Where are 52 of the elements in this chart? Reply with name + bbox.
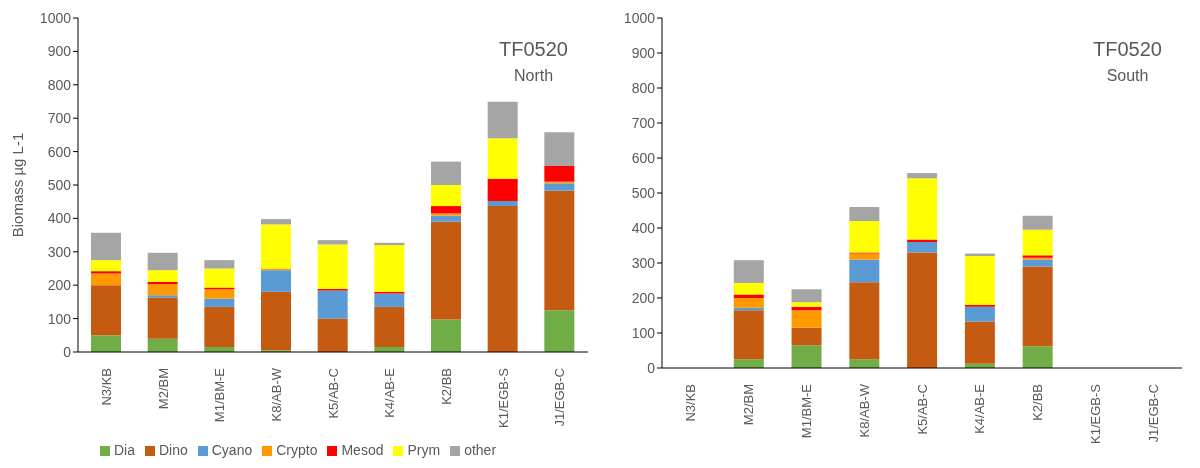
y-tick-label: 0	[647, 359, 656, 376]
x-tick-label: M1/BM-E	[212, 367, 228, 423]
x-tick-label: K2/BB	[438, 368, 454, 405]
y-tick-label: 400	[47, 210, 72, 227]
legend-label: Crypto	[276, 442, 318, 458]
y-tick-label: 700	[631, 114, 656, 131]
y-tick-label: 100	[47, 310, 72, 327]
x-tick-label: M1/BM-E	[798, 383, 814, 439]
y-tick-label: 800	[631, 79, 656, 96]
x-tick-label: N3/KB	[683, 384, 699, 422]
y-tick-label: 700	[47, 110, 72, 127]
y-tick-label: 900	[47, 43, 72, 60]
y-tick-label: 300	[47, 243, 72, 260]
x-tick-label: K1/EGB-S	[1087, 383, 1103, 444]
x-tick-label: K4/AB-E	[382, 367, 398, 418]
legend-label: Cyano	[211, 442, 253, 458]
y-tick-label: 500	[631, 184, 656, 201]
y-axis-title: Biomass µg L-1	[9, 132, 27, 238]
y-tick-label: 0	[63, 343, 72, 360]
x-tick-label: J1/EGB-C	[1145, 384, 1161, 443]
y-tick-label: 200	[631, 289, 656, 306]
legend-label: Dino	[158, 442, 188, 458]
x-tick-label: K8/AB-W	[268, 367, 284, 422]
y-tick-label: 300	[631, 254, 656, 271]
annotation: South	[1105, 67, 1150, 85]
legend-label: Mesod	[341, 442, 384, 458]
annotation: TF0520	[1093, 38, 1162, 61]
y-tick-label: 600	[47, 143, 72, 160]
y-tick-label: 1000	[39, 9, 72, 26]
annotation: North	[512, 67, 555, 85]
legend-label: Dia	[113, 442, 135, 458]
x-tick-label: K5/AB-C	[914, 384, 930, 435]
y-tick-label: 900	[631, 44, 656, 61]
x-tick-label: J1/EGB-C	[552, 368, 568, 427]
x-tick-label: K2/BB	[1030, 384, 1046, 421]
y-tick-label: 600	[631, 149, 656, 166]
legend-label: other	[464, 442, 497, 458]
x-tick-label: K5/AB-C	[325, 368, 341, 419]
x-tick-label: M2/BM	[741, 384, 757, 426]
x-tick-label: K1/EGB-S	[495, 367, 511, 428]
y-tick-label: 800	[47, 76, 72, 93]
x-tick-label: N3/KB	[98, 368, 114, 406]
y-tick-label: 1000	[623, 9, 656, 26]
y-tick-label: 400	[631, 219, 656, 236]
y-tick-label: 500	[47, 176, 72, 193]
x-tick-label: K8/AB-W	[856, 383, 872, 438]
annotation: TF0520	[499, 38, 568, 61]
y-tick-label: 200	[47, 277, 72, 294]
x-tick-label: K4/AB-E	[972, 383, 988, 434]
y-tick-label: 100	[631, 324, 656, 341]
x-tick-label: M2/BM	[155, 368, 171, 410]
legend-label: Prym	[407, 442, 441, 458]
